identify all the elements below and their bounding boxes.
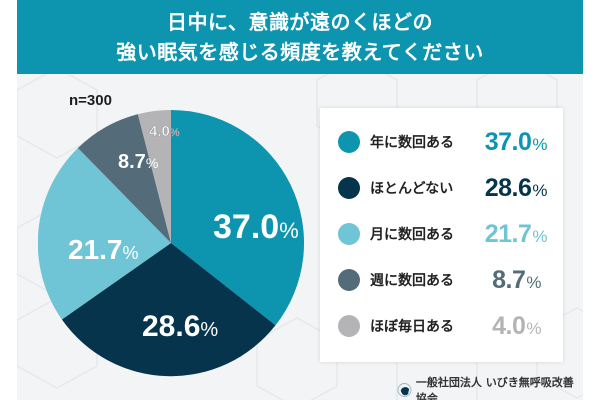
sleeping-face-logo-icon	[397, 383, 412, 397]
legend-value: 28.6%	[484, 173, 548, 202]
legend-swatch-icon	[338, 223, 360, 245]
legend-label: 月に数回ある	[370, 227, 454, 243]
legend-item-rarely: ほとんどない 28.6%	[320, 168, 563, 208]
legend-item-monthly: 月に数回ある 21.7%	[320, 214, 563, 254]
legend-value: 37.0%	[484, 127, 548, 156]
pie-label-rarely: 28.6%	[142, 310, 218, 343]
pie-label-yearly: 37.0%	[213, 208, 299, 246]
legend-value: 4.0%	[492, 311, 541, 340]
pie-label-daily: 4.0%	[149, 123, 180, 140]
pie-label-monthly: 21.7%	[68, 234, 139, 265]
legend-value: 21.7%	[484, 219, 548, 248]
pie-chart: 37.0% 28.6% 21.7% 8.7% 4.0%	[38, 110, 305, 377]
legend-box: 年に数回ある 37.0% ほとんどない 28.6% 月に数回ある 21.7% 週…	[320, 108, 563, 362]
chart-title-line-2: 強い眠気を感じる頻度を教えてください	[116, 40, 484, 64]
footer-credit: 一般社団法人 いびき無呼吸改善協会	[397, 374, 583, 400]
legend-label: 週に数回ある	[370, 273, 454, 289]
legend-item-yearly: 年に数回ある 37.0%	[320, 122, 563, 162]
legend-swatch-icon	[338, 269, 360, 291]
legend-swatch-icon	[338, 131, 360, 153]
pie-slice-monthly	[38, 148, 171, 320]
legend-item-daily: ほぼ毎日ある 4.0%	[320, 306, 563, 346]
pie-slice-daily	[137, 110, 171, 243]
legend-item-weekly: 週に数回ある 8.7%	[320, 260, 563, 300]
chart-canvas: 日中に、意識が遠のくほどの 強い眠気を感じる頻度を教えてください n=300 3…	[17, 0, 583, 400]
pie-label-weekly: 8.7%	[118, 151, 158, 173]
organization-name: 一般社団法人 いびき無呼吸改善協会	[415, 376, 574, 400]
legend-label: ほぼ毎日ある	[370, 319, 454, 335]
legend-value: 8.7%	[492, 265, 541, 294]
legend-label: 年に数回ある	[370, 135, 454, 151]
chart-title-line-1: 日中に、意識が遠のくほどの	[167, 10, 433, 34]
pie-slice-weekly	[77, 114, 171, 243]
legend-label: ほとんどない	[370, 181, 454, 197]
pie-slice-rarely	[61, 243, 276, 377]
pie-slice-yearly	[171, 110, 305, 326]
legend-swatch-icon	[338, 315, 360, 337]
sample-size-label: n=300	[69, 92, 112, 109]
title-banner: 日中に、意識が遠のくほどの 強い眠気を感じる頻度を教えてください	[17, 0, 583, 74]
legend-swatch-icon	[338, 177, 360, 199]
